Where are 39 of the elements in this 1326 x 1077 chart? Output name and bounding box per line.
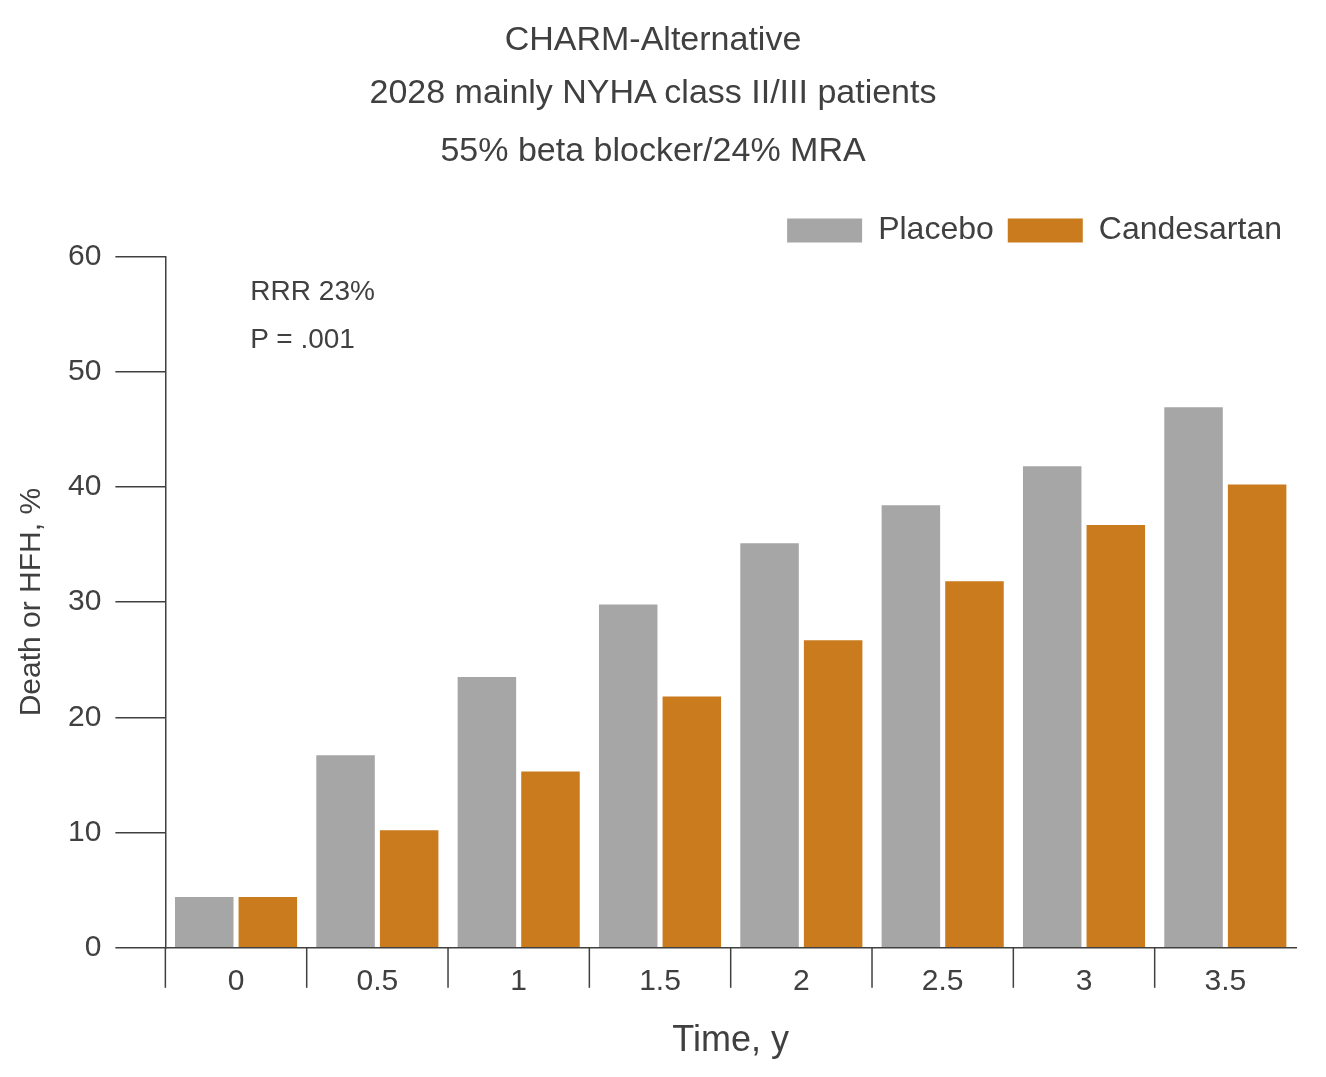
x-tick-label: 0 (227, 963, 245, 997)
legend-label: Placebo (878, 210, 994, 247)
bar (1164, 407, 1223, 948)
bar (1022, 466, 1082, 948)
x-tick-label: 3 (1075, 963, 1093, 997)
y-tick-label: 50 (67, 352, 102, 386)
bar (174, 897, 234, 948)
bar (521, 771, 580, 948)
y-tick-label: 60 (67, 237, 102, 271)
bar (803, 640, 863, 948)
x-tick-label: 2 (793, 963, 810, 997)
x-tick-label: 2.5 (921, 963, 964, 997)
legend-label: Candesartan (1098, 210, 1282, 247)
y-tick-label: 0 (84, 929, 102, 963)
x-tick-label: 3.5 (1204, 963, 1247, 997)
bar (1086, 524, 1146, 948)
annotation: P = .001 (250, 323, 355, 355)
x-tick-label: 1 (510, 963, 528, 997)
x-axis-title: Time, y (672, 1018, 790, 1060)
bar (379, 830, 439, 948)
x-tick-label: 1.5 (639, 963, 681, 997)
y-axis-title: Death or HFH, % (13, 487, 47, 717)
y-tick-label: 40 (67, 468, 102, 502)
y-tick-label: 10 (67, 813, 102, 847)
annotation: RRR 23% (250, 275, 375, 307)
bar (945, 581, 1004, 948)
bar (662, 696, 722, 948)
chart-subtitle: 2028 mainly NYHA class II/III patients 55% beta blocker/24% MRA (369, 72, 937, 168)
bar (740, 543, 799, 948)
bar (457, 677, 517, 948)
x-tick-label: 0.5 (356, 963, 399, 997)
bar (316, 755, 375, 948)
y-tick-label: 30 (67, 583, 102, 617)
bar (881, 505, 941, 948)
bar (598, 604, 658, 948)
chart-title: CHARM-Alternative (504, 18, 802, 57)
bar (1227, 484, 1287, 948)
y-tick-label: 20 (67, 698, 102, 732)
bar (238, 897, 298, 948)
